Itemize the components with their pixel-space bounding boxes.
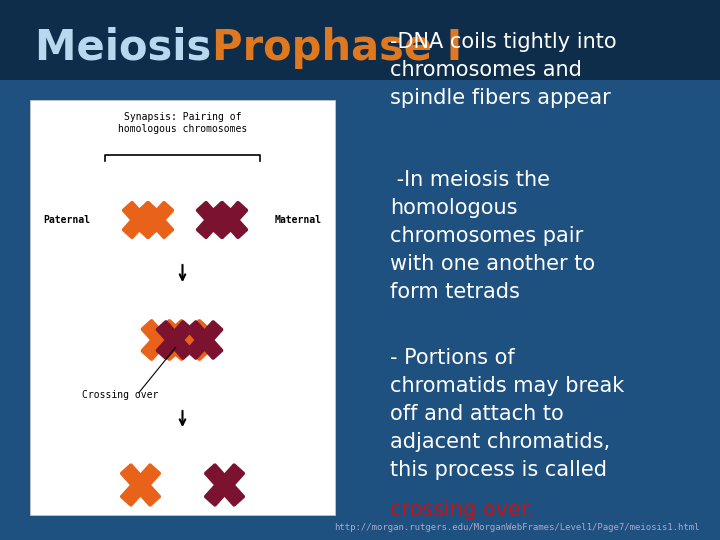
- Text: Prophase I: Prophase I: [212, 27, 462, 69]
- Text: -In meiosis the
homologous
chromosomes pair
with one another to
form tetrads: -In meiosis the homologous chromosomes p…: [390, 170, 595, 302]
- Text: -DNA coils tightly into
chromosomes and
spindle fibers appear: -DNA coils tightly into chromosomes and …: [390, 32, 616, 108]
- FancyBboxPatch shape: [186, 320, 223, 360]
- FancyBboxPatch shape: [122, 201, 158, 239]
- Text: Crossing over: Crossing over: [82, 390, 158, 400]
- FancyBboxPatch shape: [186, 320, 223, 360]
- FancyBboxPatch shape: [120, 463, 161, 507]
- FancyBboxPatch shape: [122, 201, 158, 239]
- FancyBboxPatch shape: [212, 201, 248, 239]
- FancyBboxPatch shape: [138, 201, 174, 239]
- Bar: [30, 100, 335, 515]
- FancyBboxPatch shape: [171, 319, 210, 361]
- FancyBboxPatch shape: [196, 201, 233, 239]
- Bar: [0, 0, 720, 80]
- Text: Synapsis: Pairing of
homologous chromosomes: Synapsis: Pairing of homologous chromoso…: [118, 112, 247, 133]
- FancyBboxPatch shape: [171, 319, 210, 361]
- Text: - Portions of
chromatids may break
off and attach to
adjacent chromatids,
this p: - Portions of chromatids may break off a…: [390, 348, 624, 508]
- FancyBboxPatch shape: [204, 463, 245, 507]
- FancyBboxPatch shape: [204, 463, 245, 507]
- FancyBboxPatch shape: [156, 320, 194, 360]
- FancyBboxPatch shape: [156, 320, 194, 360]
- FancyBboxPatch shape: [120, 463, 161, 507]
- Text: Meiosis: Meiosis: [35, 27, 226, 69]
- FancyBboxPatch shape: [138, 201, 174, 239]
- FancyBboxPatch shape: [140, 319, 181, 361]
- FancyBboxPatch shape: [196, 201, 233, 239]
- FancyBboxPatch shape: [140, 319, 181, 361]
- Text: Maternal: Maternal: [275, 215, 322, 225]
- Text: http://morgan.rutgers.edu/MorganWebFrames/Level1/Page7/meiosis1.html: http://morgan.rutgers.edu/MorganWebFrame…: [335, 523, 700, 532]
- Text: Paternal: Paternal: [43, 215, 90, 225]
- FancyBboxPatch shape: [212, 201, 248, 239]
- Text: crossing over.: crossing over.: [390, 500, 534, 519]
